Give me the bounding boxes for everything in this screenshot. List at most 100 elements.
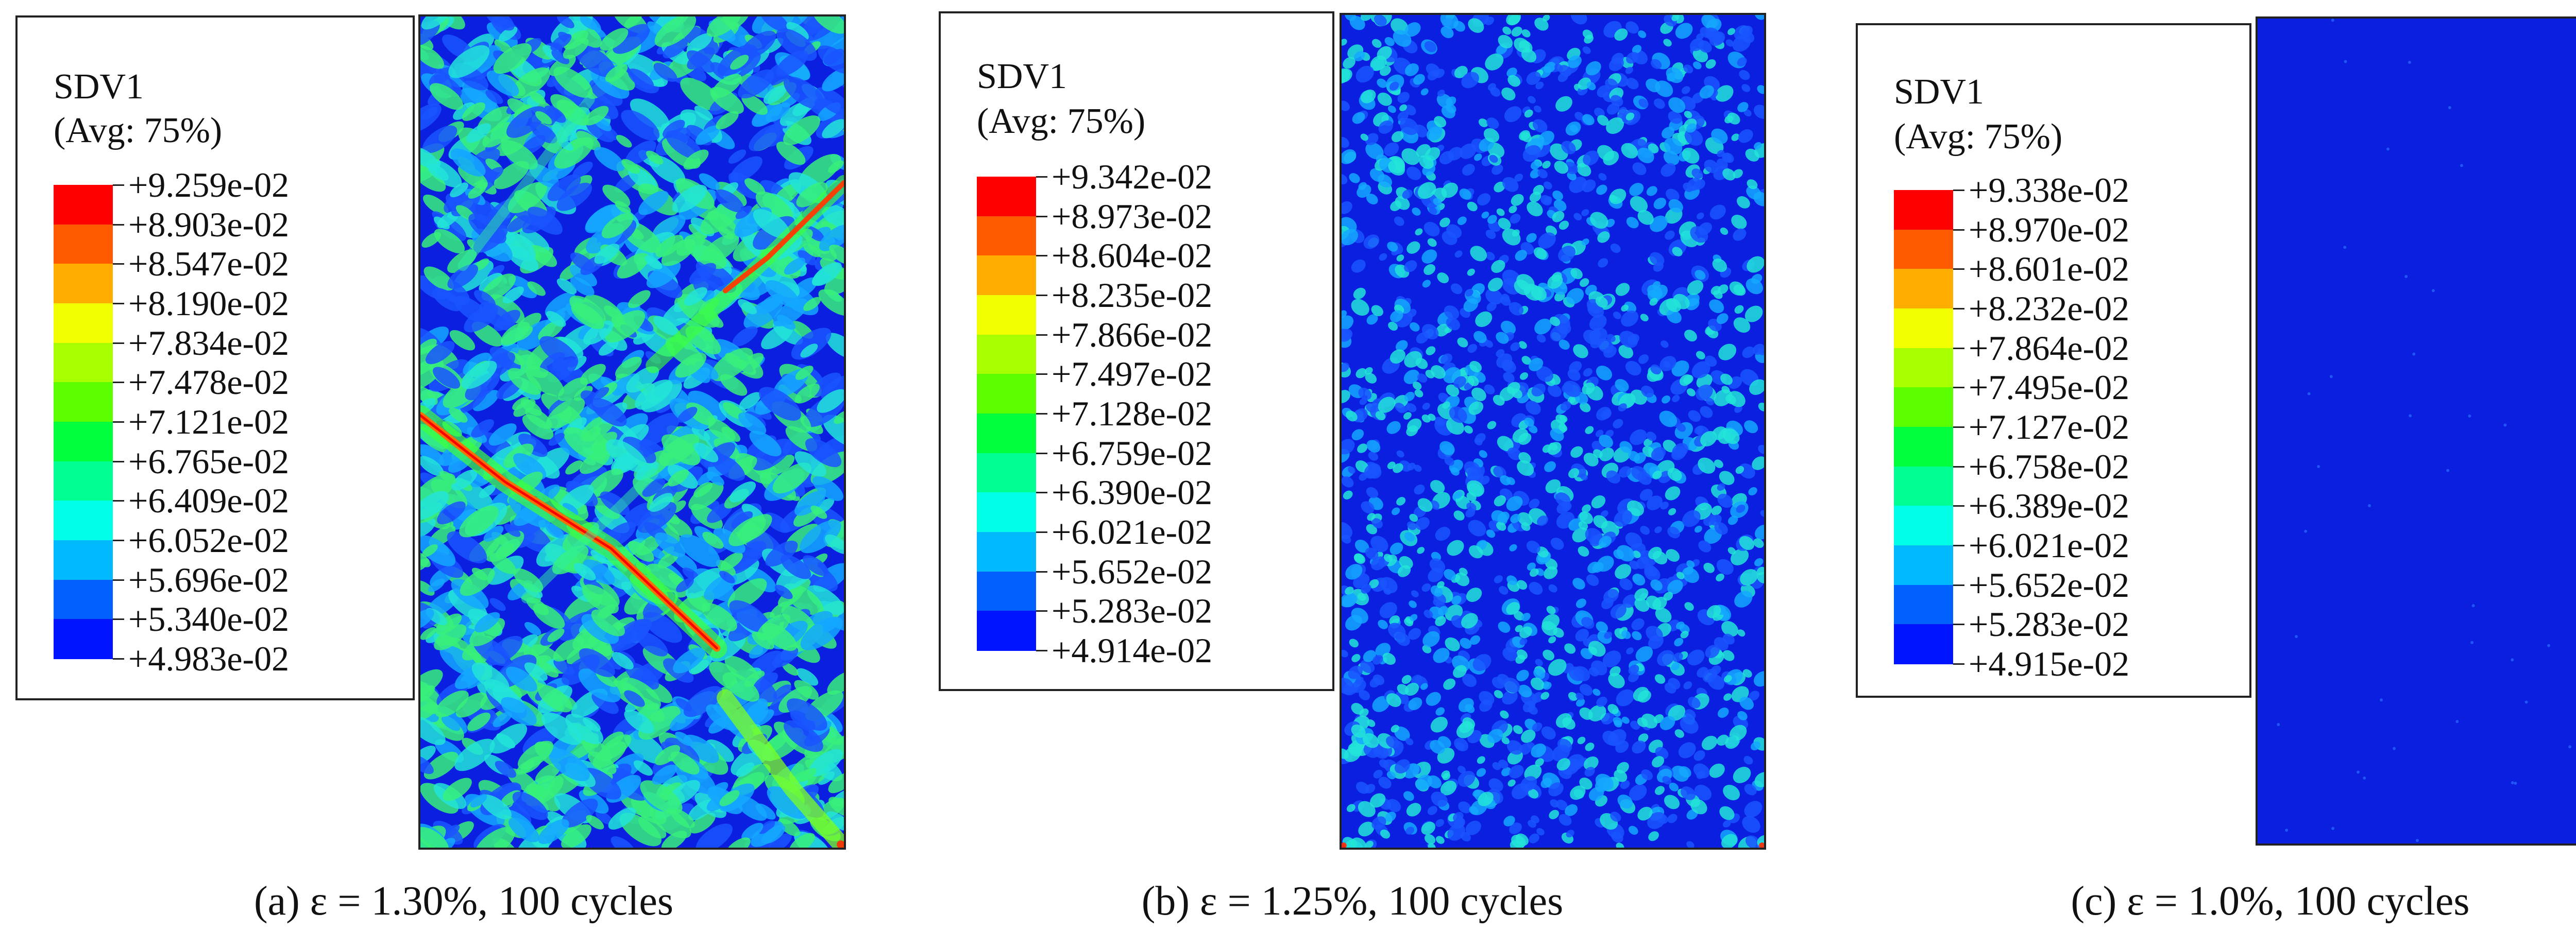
legend-tick: [1953, 663, 1964, 665]
field-spot: [643, 612, 682, 643]
legend-swatch: [977, 216, 1036, 256]
field-spot: [1422, 645, 1432, 653]
legend-swatch: [54, 224, 113, 265]
field-spot: [1582, 114, 1595, 126]
field-spot: [1414, 464, 1422, 472]
field-spot: [1513, 725, 1523, 734]
field-spot: [1534, 105, 1541, 113]
field-spot: [1479, 450, 1487, 458]
field-spot: [1462, 674, 1477, 687]
field-spot: [1745, 835, 1760, 848]
field-spot: [561, 824, 591, 848]
field-spot: [1424, 41, 1437, 53]
field-spot: [1506, 602, 1520, 615]
field-spot: [1634, 588, 1649, 601]
field-spot: [420, 627, 436, 640]
field-spot: [1528, 96, 1536, 104]
field-spot: [1507, 779, 1516, 787]
field-spot: [1521, 613, 1531, 622]
field-spot: [1721, 621, 1739, 637]
field-spot: [1342, 174, 1348, 184]
field-spot: [1371, 39, 1382, 48]
field-spot: [1444, 305, 1460, 320]
field-spot: [1372, 655, 1383, 665]
field-spot: [420, 358, 444, 392]
field-spot: [1487, 729, 1503, 744]
field-spot: [1558, 246, 1576, 262]
field-spot: [1501, 87, 1516, 101]
field-spot: [1657, 650, 1674, 666]
field-spot: [557, 337, 584, 358]
field-spot: [1343, 490, 1353, 500]
legend-tick-label: +5.340e-02: [128, 599, 290, 639]
field-spot: [1581, 238, 1589, 246]
field-spot: [624, 710, 654, 734]
field-spot: [1547, 442, 1562, 455]
field-spot: [652, 764, 677, 785]
field-spot: [1740, 569, 1758, 586]
field-spot: [1389, 542, 1403, 555]
field-spot: [1717, 150, 1725, 158]
field-spot: [1547, 274, 1563, 289]
field-spot: [688, 655, 713, 674]
field-spot: [1388, 321, 1398, 331]
field-spot: [1379, 253, 1387, 261]
field-spot: [1618, 107, 1627, 115]
field-spot: [637, 502, 677, 533]
field-spot: [483, 525, 504, 542]
field-spot: [1365, 372, 1377, 384]
color-scale: +9.342e-02 +8.973e-02 +8.604e-02 +8.235e-02…: [977, 159, 1212, 668]
field-spot: [1439, 217, 1450, 228]
field-spot: [1493, 466, 1506, 478]
field-spot: [1671, 446, 1687, 460]
damage-band: [457, 94, 595, 271]
field-spot: [1680, 716, 1699, 734]
field-spot: [420, 104, 442, 133]
legend-tick-label: +8.970e-02: [1969, 210, 2130, 249]
field-spot: [1486, 529, 1496, 538]
field-spot: [1722, 152, 1734, 163]
field-spot: [1588, 667, 1599, 677]
field-spot: [1529, 833, 1540, 843]
legend-swatch: [1894, 545, 1953, 586]
field-spot: [1626, 51, 1639, 64]
field-spot: [1665, 486, 1681, 501]
field-spot: [1363, 234, 1380, 249]
field-spot: [463, 352, 492, 375]
field-spot: [642, 478, 666, 497]
field-spot: [570, 277, 595, 296]
legend-tick: [1953, 505, 1964, 507]
field-spot: [1478, 791, 1494, 806]
field-spot: [428, 578, 445, 592]
field-spot: [2304, 529, 2308, 533]
field-spot: [1360, 660, 1375, 674]
field-spot: [1709, 763, 1725, 778]
field-spot: [1705, 59, 1716, 69]
field-spot: [557, 377, 588, 401]
field-spot: [1417, 498, 1433, 512]
field-spot: [1541, 726, 1556, 740]
field-spot: [1437, 90, 1445, 97]
field-spot: [1496, 332, 1509, 344]
field-spot: [1437, 606, 1448, 616]
field-spot: [481, 273, 516, 301]
legend-tick: [113, 342, 124, 344]
field-spot: [2295, 635, 2298, 639]
field-spot: [1427, 806, 1437, 815]
field-spot: [1468, 545, 1483, 559]
field-spot: [800, 520, 841, 554]
field-spot: [1568, 692, 1578, 701]
field-spot: [594, 244, 620, 264]
field-spot: [689, 263, 716, 285]
field-spot: [1404, 105, 1416, 116]
field-spot: [1391, 18, 1409, 35]
field-spot: [2470, 641, 2474, 644]
field-spot: [688, 390, 727, 422]
field-spot: [738, 299, 757, 315]
field-spot: [822, 415, 844, 449]
field-spot: [730, 156, 762, 182]
legend-swatch: [977, 492, 1036, 532]
field-spot: [546, 398, 585, 429]
field-spot: [1421, 249, 1437, 264]
field-spot: [1500, 710, 1509, 719]
